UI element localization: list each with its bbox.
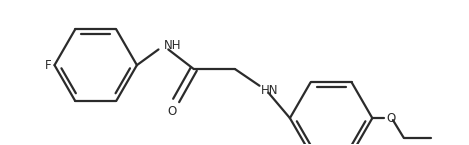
Text: NH: NH	[164, 39, 182, 52]
Text: F: F	[45, 59, 52, 72]
Text: HN: HN	[260, 84, 278, 97]
Text: O: O	[167, 105, 177, 118]
Text: O: O	[386, 112, 395, 125]
